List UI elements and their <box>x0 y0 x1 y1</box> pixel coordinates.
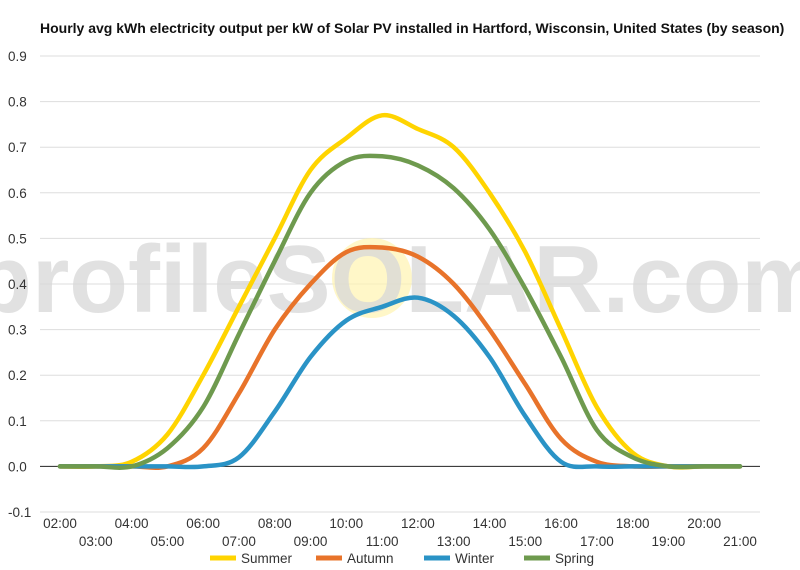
y-tick-label: 0.4 <box>8 277 27 292</box>
legend-label: Spring <box>555 551 594 566</box>
x-tick-label: 06:00 <box>186 516 220 531</box>
x-tick-label: 07:00 <box>222 534 256 549</box>
y-tick-label: 0.9 <box>8 49 27 64</box>
watermark-sun-icon <box>332 238 412 318</box>
y-tick-label: 0.8 <box>8 95 27 110</box>
y-tick-label: 0.1 <box>8 414 27 429</box>
legend: Summer Autumn Winter Spring <box>210 551 594 566</box>
watermark: profileSOLAR.com <box>0 226 800 333</box>
x-axis-ticks: 02:00 04:00 06:00 08:00 10:00 12:00 14:00 16:00… <box>43 516 757 549</box>
watermark-text: profileSOLAR.com <box>0 226 800 333</box>
series-line-summer <box>57 112 743 470</box>
y-tick-label: 0.3 <box>8 323 27 338</box>
series-line-winter <box>57 295 743 470</box>
x-tick-label: 03:00 <box>79 534 113 549</box>
y-tick-label: -0.1 <box>8 505 31 520</box>
y-tick-label: 0.6 <box>8 186 27 201</box>
y-tick-label: 0.7 <box>8 140 27 155</box>
y-tick-label: 0.0 <box>8 459 27 474</box>
x-tick-label: 13:00 <box>437 534 471 549</box>
x-tick-label: 10:00 <box>329 516 363 531</box>
series-line-spring <box>57 153 743 470</box>
y-tick-label: 0.5 <box>8 231 27 246</box>
x-tick-label: 20:00 <box>687 516 721 531</box>
x-tick-label: 16:00 <box>544 516 578 531</box>
legend-label: Winter <box>455 551 495 566</box>
legend-label: Autumn <box>347 551 394 566</box>
legend-label: Summer <box>241 551 293 566</box>
x-tick-label: 14:00 <box>473 516 507 531</box>
y-axis-ticks: -0.1 0.0 0.1 0.2 0.3 0.4 0.5 0.6 0.7 0.8 0.9 <box>8 49 31 520</box>
x-tick-label: 19:00 <box>652 534 686 549</box>
chart-title: Hourly avg kWh electricity output per kW… <box>40 20 784 36</box>
x-tick-label: 04:00 <box>115 516 149 531</box>
x-tick-label: 05:00 <box>150 534 184 549</box>
x-tick-label: 02:00 <box>43 516 77 531</box>
x-tick-label: 15:00 <box>508 534 542 549</box>
series-lines <box>57 112 743 470</box>
y-tick-label: 0.2 <box>8 368 27 383</box>
x-tick-label: 12:00 <box>401 516 435 531</box>
x-tick-label: 09:00 <box>294 534 328 549</box>
x-tick-label: 18:00 <box>616 516 650 531</box>
x-tick-label: 08:00 <box>258 516 292 531</box>
x-tick-label: 21:00 <box>723 534 757 549</box>
x-tick-label: 17:00 <box>580 534 614 549</box>
x-tick-label: 11:00 <box>366 534 399 549</box>
